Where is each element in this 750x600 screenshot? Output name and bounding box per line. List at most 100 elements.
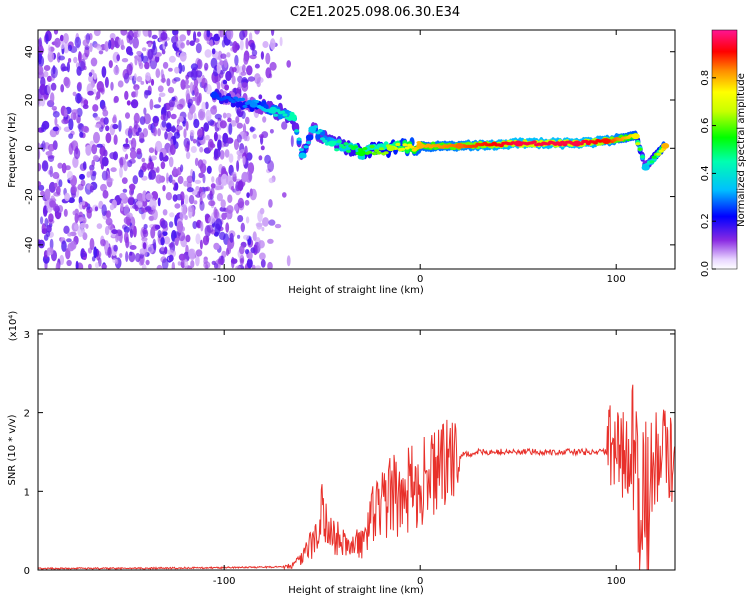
noise-blob xyxy=(118,37,122,46)
track-point xyxy=(649,160,655,164)
noise-blob xyxy=(126,160,133,168)
noise-blob xyxy=(245,216,250,224)
noise-blob xyxy=(199,200,205,211)
noise-blob xyxy=(128,251,136,263)
noise-blob xyxy=(132,204,139,210)
noise-blob xyxy=(51,106,57,111)
noise-blob xyxy=(101,170,108,181)
noise-blob xyxy=(245,116,250,125)
noise-blob xyxy=(149,57,158,70)
noise-blob xyxy=(120,30,128,36)
noise-blob xyxy=(169,212,175,218)
noise-blob xyxy=(85,223,89,229)
noise-blob xyxy=(186,175,194,184)
noise-blob xyxy=(236,160,240,172)
noise-blob xyxy=(67,232,73,237)
noise-blob xyxy=(68,58,72,63)
noise-blob xyxy=(164,246,168,255)
noise-blob xyxy=(249,127,256,132)
noise-blob xyxy=(190,68,198,81)
noise-blob xyxy=(231,75,236,85)
noise-blob xyxy=(230,258,238,264)
noise-blob xyxy=(148,171,153,180)
noise-blob xyxy=(196,96,201,106)
noise-blob xyxy=(268,73,273,79)
noise-blob xyxy=(133,225,137,238)
noise-blob xyxy=(105,217,113,226)
noise-blob xyxy=(162,184,166,192)
noise-blob xyxy=(94,206,98,212)
noise-blob xyxy=(215,218,223,230)
noise-blob xyxy=(139,138,145,143)
noise-blob xyxy=(125,137,129,144)
noise-blob xyxy=(290,135,294,148)
noise-blob xyxy=(269,129,274,134)
noise-blob xyxy=(172,166,177,176)
noise-blob xyxy=(193,31,197,43)
noise-blob xyxy=(107,177,114,183)
noise-blob xyxy=(226,52,231,58)
noise-blob xyxy=(206,30,211,38)
noise-blob xyxy=(224,149,230,158)
track-point xyxy=(305,141,312,145)
track-point xyxy=(348,144,354,148)
noise-blob xyxy=(38,142,41,152)
noise-blob xyxy=(180,191,185,202)
noise-blob xyxy=(124,153,129,160)
track-point xyxy=(637,147,643,151)
noise-blob xyxy=(160,246,165,252)
noise-blob xyxy=(223,58,228,69)
noise-blob xyxy=(60,44,65,50)
noise-blob xyxy=(213,206,218,219)
noise-blob xyxy=(40,216,44,225)
noise-blob xyxy=(237,154,241,161)
noise-blob xyxy=(161,120,167,128)
noise-blob xyxy=(143,223,148,230)
noise-blob xyxy=(251,49,258,56)
noise-blob xyxy=(168,99,175,108)
noise-blob xyxy=(112,258,117,264)
colorbar-tick-label: 0.8 xyxy=(700,70,711,86)
noise-blob xyxy=(177,261,182,266)
track-point xyxy=(562,143,568,147)
noise-blob xyxy=(135,131,140,136)
noise-blob xyxy=(178,231,186,242)
noise-blob xyxy=(192,170,196,183)
track-point xyxy=(367,150,373,154)
noise-blob xyxy=(194,85,199,97)
track-node xyxy=(455,142,464,149)
noise-blob xyxy=(77,81,82,88)
noise-blob xyxy=(186,187,194,193)
noise-blob xyxy=(147,42,152,48)
noise-blob xyxy=(52,126,59,132)
noise-blob xyxy=(192,221,198,229)
noise-blob xyxy=(219,150,225,160)
track-node xyxy=(573,140,581,147)
noise-blob xyxy=(103,149,108,157)
noise-blob xyxy=(47,155,55,163)
noise-blob xyxy=(237,180,244,192)
noise-blob xyxy=(124,90,129,100)
noise-blob xyxy=(175,33,179,42)
noise-blob xyxy=(182,204,187,216)
noise-blob xyxy=(61,240,67,252)
noise-blob xyxy=(141,157,146,163)
noise-blob xyxy=(91,256,96,262)
noise-blob xyxy=(190,146,197,153)
noise-blob xyxy=(86,171,91,178)
noise-blob xyxy=(170,113,177,120)
noise-blob xyxy=(165,122,172,129)
noise-blob xyxy=(49,165,54,178)
noise-blob xyxy=(234,204,239,212)
noise-blob xyxy=(185,121,189,131)
noise-blob xyxy=(52,111,60,118)
noise-blob xyxy=(216,193,223,202)
noise-blob xyxy=(145,259,150,266)
track-node xyxy=(602,138,611,145)
noise-blob xyxy=(133,30,139,36)
noise-blob xyxy=(250,42,256,51)
track-point xyxy=(343,142,349,146)
noise-blob xyxy=(61,118,69,125)
noise-blob xyxy=(219,60,224,66)
